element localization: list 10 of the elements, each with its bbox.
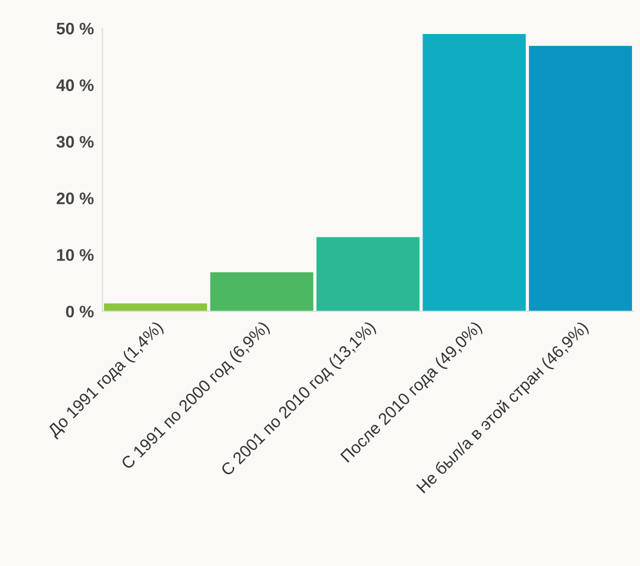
y-tick-label: 50 % (56, 22, 94, 35)
y-tick-label: 20 % (56, 192, 94, 204)
y-tick-label: 30 % (56, 136, 94, 148)
bar (422, 34, 526, 312)
y-tick-label: 40 % (56, 79, 94, 92)
bar (210, 272, 314, 312)
bar (316, 237, 420, 312)
y-tick-label: 0 % (66, 306, 94, 318)
y-tick-label: 10 % (57, 249, 94, 261)
bar (528, 46, 632, 312)
